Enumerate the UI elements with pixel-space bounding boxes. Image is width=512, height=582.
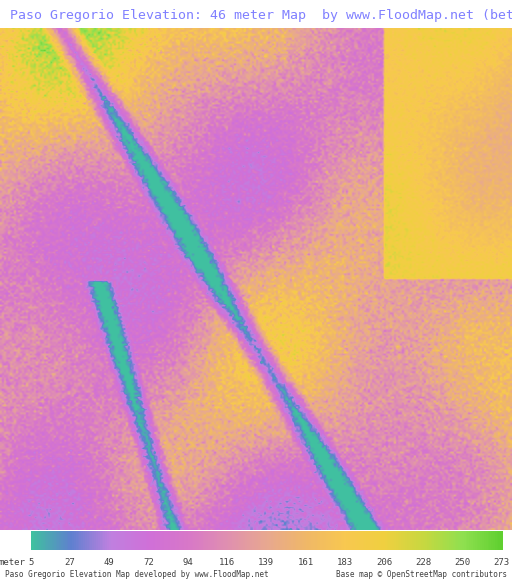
Text: 161: 161 — [297, 558, 313, 567]
Text: 72: 72 — [143, 558, 154, 567]
Text: 273: 273 — [494, 558, 510, 567]
Text: 206: 206 — [376, 558, 392, 567]
Text: meter: meter — [0, 558, 26, 567]
Text: Paso Gregorio Elevation Map developed by www.FloodMap.net: Paso Gregorio Elevation Map developed by… — [5, 570, 269, 579]
Text: Base map © OpenStreetMap contributors: Base map © OpenStreetMap contributors — [336, 570, 507, 579]
Text: 5: 5 — [28, 558, 33, 567]
Text: 94: 94 — [182, 558, 193, 567]
Text: 27: 27 — [65, 558, 75, 567]
Text: 116: 116 — [219, 558, 235, 567]
Text: 183: 183 — [337, 558, 353, 567]
Text: Paso Gregorio Elevation: 46 meter Map  by www.FloodMap.net (beta): Paso Gregorio Elevation: 46 meter Map by… — [10, 9, 512, 22]
Text: 250: 250 — [455, 558, 471, 567]
Text: 228: 228 — [415, 558, 431, 567]
Text: 139: 139 — [258, 558, 274, 567]
Text: 49: 49 — [104, 558, 115, 567]
